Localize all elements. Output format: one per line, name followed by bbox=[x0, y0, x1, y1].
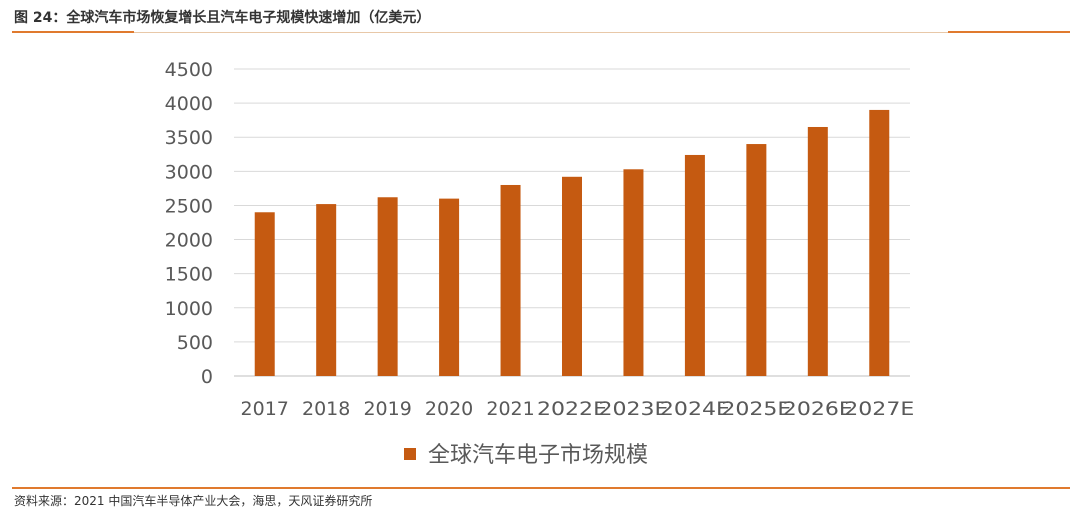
y-tick-label: 500 bbox=[177, 332, 213, 354]
y-tick-label: 3000 bbox=[165, 161, 213, 183]
y-tick-label: 2000 bbox=[165, 230, 213, 252]
bar bbox=[869, 109, 890, 376]
title-rule bbox=[12, 32, 1070, 33]
y-tick-label: 4000 bbox=[165, 93, 213, 115]
source-rule bbox=[12, 487, 1070, 489]
y-tick-label: 0 bbox=[201, 366, 213, 388]
bar bbox=[316, 204, 337, 376]
y-tick-label: 1500 bbox=[165, 264, 213, 286]
x-tick-label: 2027E bbox=[844, 398, 914, 420]
title-rule-accent-right bbox=[948, 31, 1070, 33]
bar bbox=[500, 184, 521, 376]
x-tick-label: 2025E bbox=[721, 398, 791, 420]
title-rule-accent-left bbox=[12, 31, 134, 33]
bar bbox=[562, 176, 582, 376]
bar bbox=[623, 169, 644, 376]
x-tick-label: 2021 bbox=[486, 398, 534, 420]
figure-title: 图 24：全球汽车市场恢复增长且汽车电子规模快速增加（亿美元） bbox=[14, 10, 431, 26]
y-tick-label: 4500 bbox=[165, 59, 213, 81]
x-tick-label: 2018 bbox=[302, 398, 350, 420]
x-tick-label: 2024E bbox=[660, 398, 730, 420]
x-tick-label: 2026E bbox=[783, 398, 853, 420]
x-axis-ticks: 2017 2018 2019 2020 2021 2022E2023E2024E2025E… bbox=[241, 398, 915, 420]
bar bbox=[254, 212, 275, 376]
y-axis-ticks: 0 500 1000 1500 2000 2500 3000 3500 4000 4500 bbox=[165, 59, 213, 388]
bar bbox=[684, 154, 705, 376]
x-tick-label: 2019 bbox=[363, 398, 411, 420]
y-tick-label: 2500 bbox=[165, 195, 213, 217]
legend-swatch bbox=[404, 448, 416, 460]
bar bbox=[746, 144, 767, 376]
x-tick-label: 2017 bbox=[241, 398, 289, 420]
legend: 全球汽车电子市场规模 bbox=[404, 443, 648, 468]
x-tick-label: 2020 bbox=[425, 398, 473, 420]
bar bbox=[439, 198, 460, 376]
bar bbox=[377, 197, 398, 376]
bars bbox=[254, 109, 890, 376]
x-tick-label: 2022E bbox=[537, 398, 607, 420]
bar bbox=[807, 126, 828, 376]
y-tick-label: 1000 bbox=[165, 298, 213, 320]
x-tick-label: 2023E bbox=[598, 398, 668, 420]
legend-label: 全球汽车电子市场规模 bbox=[428, 443, 648, 468]
y-tick-label: 3500 bbox=[165, 127, 213, 149]
source-note: 资料来源：2021 中国汽车半导体产业大会，海思，天风证券研究所 bbox=[14, 494, 373, 508]
